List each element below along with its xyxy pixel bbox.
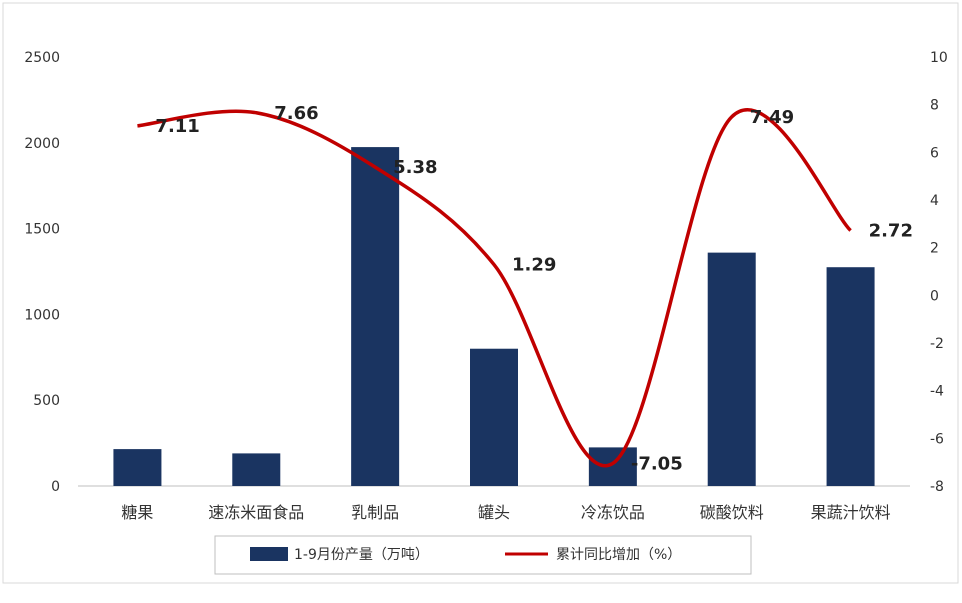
right-tick-label: 4 — [930, 193, 939, 209]
left-tick-label: 1000 — [24, 307, 60, 323]
right-tick-label: -8 — [930, 479, 944, 495]
line-data-label: 5.38 — [393, 157, 437, 178]
right-tick-label: -2 — [930, 336, 944, 352]
line-data-label: -7.05 — [631, 453, 683, 474]
line-data-label: 2.72 — [869, 221, 913, 242]
category-label: 罐头 — [478, 503, 510, 522]
right-tick-label: 10 — [930, 50, 948, 66]
bar — [232, 453, 281, 486]
bar — [470, 348, 518, 486]
line-data-labels: 7.11 7.66 5.38 1.29 -7.05 7.49 2.72 — [155, 103, 913, 475]
right-tick-label: 8 — [930, 98, 939, 114]
legend-line-label: 累计同比增加（%） — [556, 547, 681, 563]
line-data-label: 7.66 — [274, 103, 318, 124]
legend-bar-label: 1-9月份产量（万吨） — [294, 547, 429, 563]
right-tick-label: 6 — [930, 145, 939, 161]
line-series — [137, 108, 852, 468]
bar — [113, 449, 162, 486]
right-tick-label: -4 — [930, 384, 944, 400]
category-label: 冷冻饮品 — [581, 503, 645, 522]
bar — [351, 147, 400, 486]
bar — [707, 252, 756, 486]
right-axis-ticks: -8 -6 -4 -2 0 2 4 6 8 10 — [930, 50, 948, 495]
left-tick-label: 0 — [51, 479, 60, 495]
line-data-label: 7.11 — [155, 116, 199, 137]
right-tick-label: -6 — [930, 431, 944, 447]
legend: 1-9月份产量（万吨） 累计同比增加（%） — [214, 535, 752, 575]
legend-box — [214, 535, 752, 575]
left-tick-label: 500 — [33, 393, 60, 409]
legend-bar-swatch — [250, 547, 288, 561]
right-tick-label: 2 — [930, 241, 939, 257]
line-data-label: 7.49 — [750, 107, 794, 128]
line-data-label: 1.29 — [512, 255, 556, 276]
category-label: 乳制品 — [351, 503, 399, 522]
category-label: 果蔬汁饮料 — [811, 503, 891, 522]
right-tick-label: 0 — [930, 288, 939, 304]
left-tick-label: 2000 — [24, 136, 60, 152]
left-axis-ticks: 0 500 1000 1500 2000 2500 — [24, 50, 60, 495]
category-label: 碳酸饮料 — [700, 503, 764, 522]
category-label: 糖果 — [121, 503, 153, 522]
chart-border — [2, 2, 959, 584]
category-label: 速冻米面食品 — [208, 503, 304, 522]
bar — [588, 447, 637, 486]
category-labels: 糖果 速冻米面食品 乳制品 罐头 冷冻饮品 碳酸饮料 果蔬汁饮料 — [121, 503, 890, 522]
bar-series — [113, 147, 875, 486]
bar — [826, 267, 875, 486]
left-tick-label: 2500 — [24, 50, 60, 66]
left-tick-label: 1500 — [24, 222, 60, 238]
